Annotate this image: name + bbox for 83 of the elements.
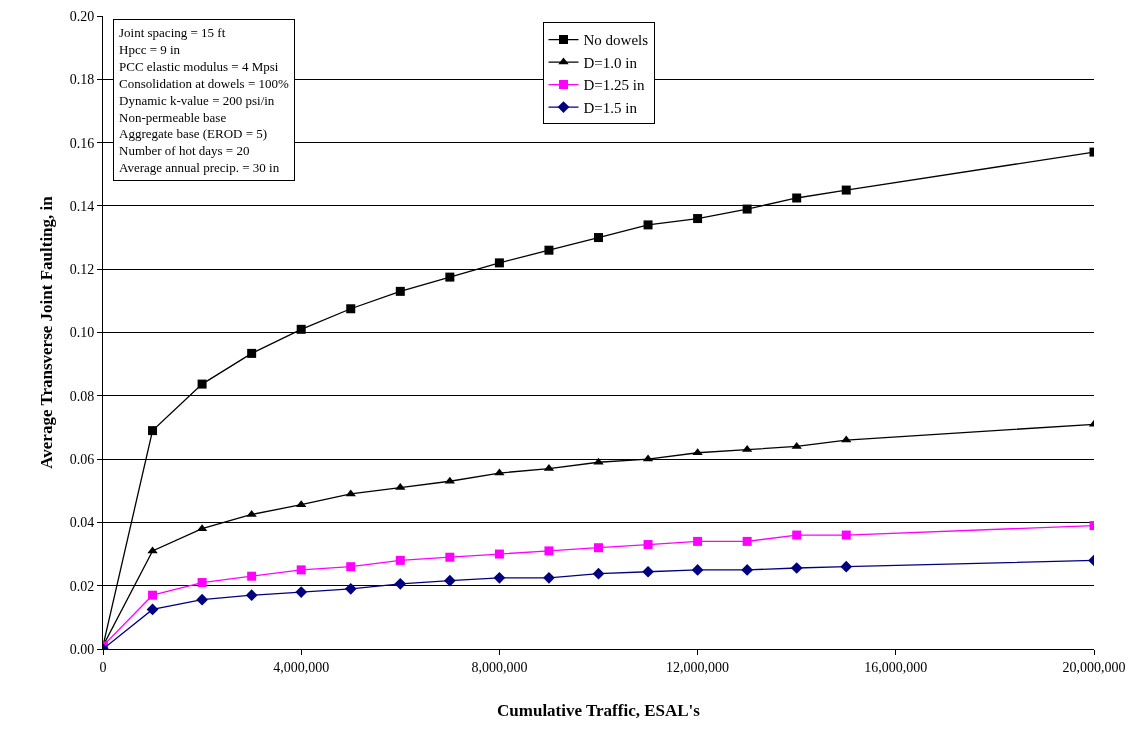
point [197, 578, 207, 588]
y-tick-label: 0.18 [69, 72, 95, 88]
point [395, 286, 405, 296]
y-axis-title: Average Transverse Joint Faulting, in [37, 195, 57, 469]
x-axis-title: Cumulative Traffic, ESAL's [497, 701, 701, 721]
x-tick-label: 16,000,000 [864, 659, 928, 675]
point [693, 214, 703, 224]
point [643, 540, 653, 550]
point [642, 565, 654, 578]
point [346, 304, 356, 314]
point [592, 567, 605, 580]
point [593, 457, 604, 465]
legend-label: D=1.0 in [583, 54, 638, 71]
point [197, 379, 207, 389]
point [148, 426, 158, 436]
annotation: Consolidation at dowels = 100% [119, 75, 289, 91]
point [345, 489, 356, 497]
y-tick-label: 0.00 [69, 641, 95, 657]
point [594, 543, 603, 553]
point [791, 441, 802, 449]
point [247, 571, 257, 581]
x-tick-label: 4,000,000 [273, 659, 330, 675]
point [394, 577, 407, 590]
point [246, 509, 257, 517]
point [148, 590, 158, 600]
point [493, 571, 506, 584]
point [741, 564, 753, 576]
point [147, 546, 158, 554]
point [494, 258, 504, 268]
point [344, 583, 357, 595]
point [841, 185, 851, 195]
x-tick-label: 12,000,000 [666, 659, 730, 675]
point [594, 233, 603, 243]
point [544, 546, 554, 556]
legend-label: D=1.5 in [583, 99, 638, 116]
y-tick-label: 0.04 [69, 515, 95, 531]
y-tick-label: 0.12 [69, 262, 95, 278]
point [395, 555, 405, 565]
annotation: Non-permeable base [119, 109, 227, 125]
point [742, 204, 752, 214]
point [196, 593, 208, 606]
point [346, 562, 356, 572]
point [295, 586, 308, 598]
point [245, 589, 258, 602]
annotation: Hpcc = 9 in [119, 41, 181, 57]
point [445, 552, 455, 562]
point [742, 536, 752, 546]
y-tick-label: 0.16 [69, 135, 95, 151]
point [296, 324, 306, 334]
point [247, 348, 257, 358]
y-tick-label: 0.06 [69, 452, 95, 467]
point [643, 220, 653, 230]
point [790, 562, 803, 574]
point [544, 245, 554, 255]
annotation: Dynamic k-value = 200 psi/in [119, 92, 275, 108]
y-tick-label: 0.02 [69, 578, 95, 594]
annotation: Number of hot days = 20 [119, 143, 250, 159]
annotation: Aggregate base (EROD = 5) [119, 126, 268, 142]
point [691, 564, 704, 576]
y-tick-label: 0.08 [69, 388, 95, 404]
point [693, 536, 703, 546]
point [445, 272, 455, 282]
annotation: Joint spacing = 15 ft [119, 25, 226, 40]
point [444, 574, 456, 587]
y-tick-label: 0.10 [69, 325, 95, 341]
point [146, 603, 159, 616]
x-tick-label: 8,000,000 [471, 659, 528, 675]
annotation: PCC elastic modulus = 4 Mpsi [119, 58, 279, 74]
annotation: Average annual precip. = 30 in [119, 160, 280, 176]
point [841, 530, 851, 540]
point [296, 565, 306, 575]
point [792, 530, 802, 540]
y-tick-label: 0.14 [69, 198, 95, 214]
point [692, 448, 703, 456]
x-tick-label: 0 [99, 659, 107, 675]
point [792, 193, 802, 203]
point [840, 560, 853, 573]
legend-label: No dowels [583, 32, 649, 49]
point [543, 571, 555, 584]
y-tick-label: 0.20 [69, 8, 95, 24]
point [494, 549, 504, 559]
x-tick-label: 20,000,000 [1062, 659, 1126, 675]
legend-label: D=1.25 in [583, 77, 645, 94]
